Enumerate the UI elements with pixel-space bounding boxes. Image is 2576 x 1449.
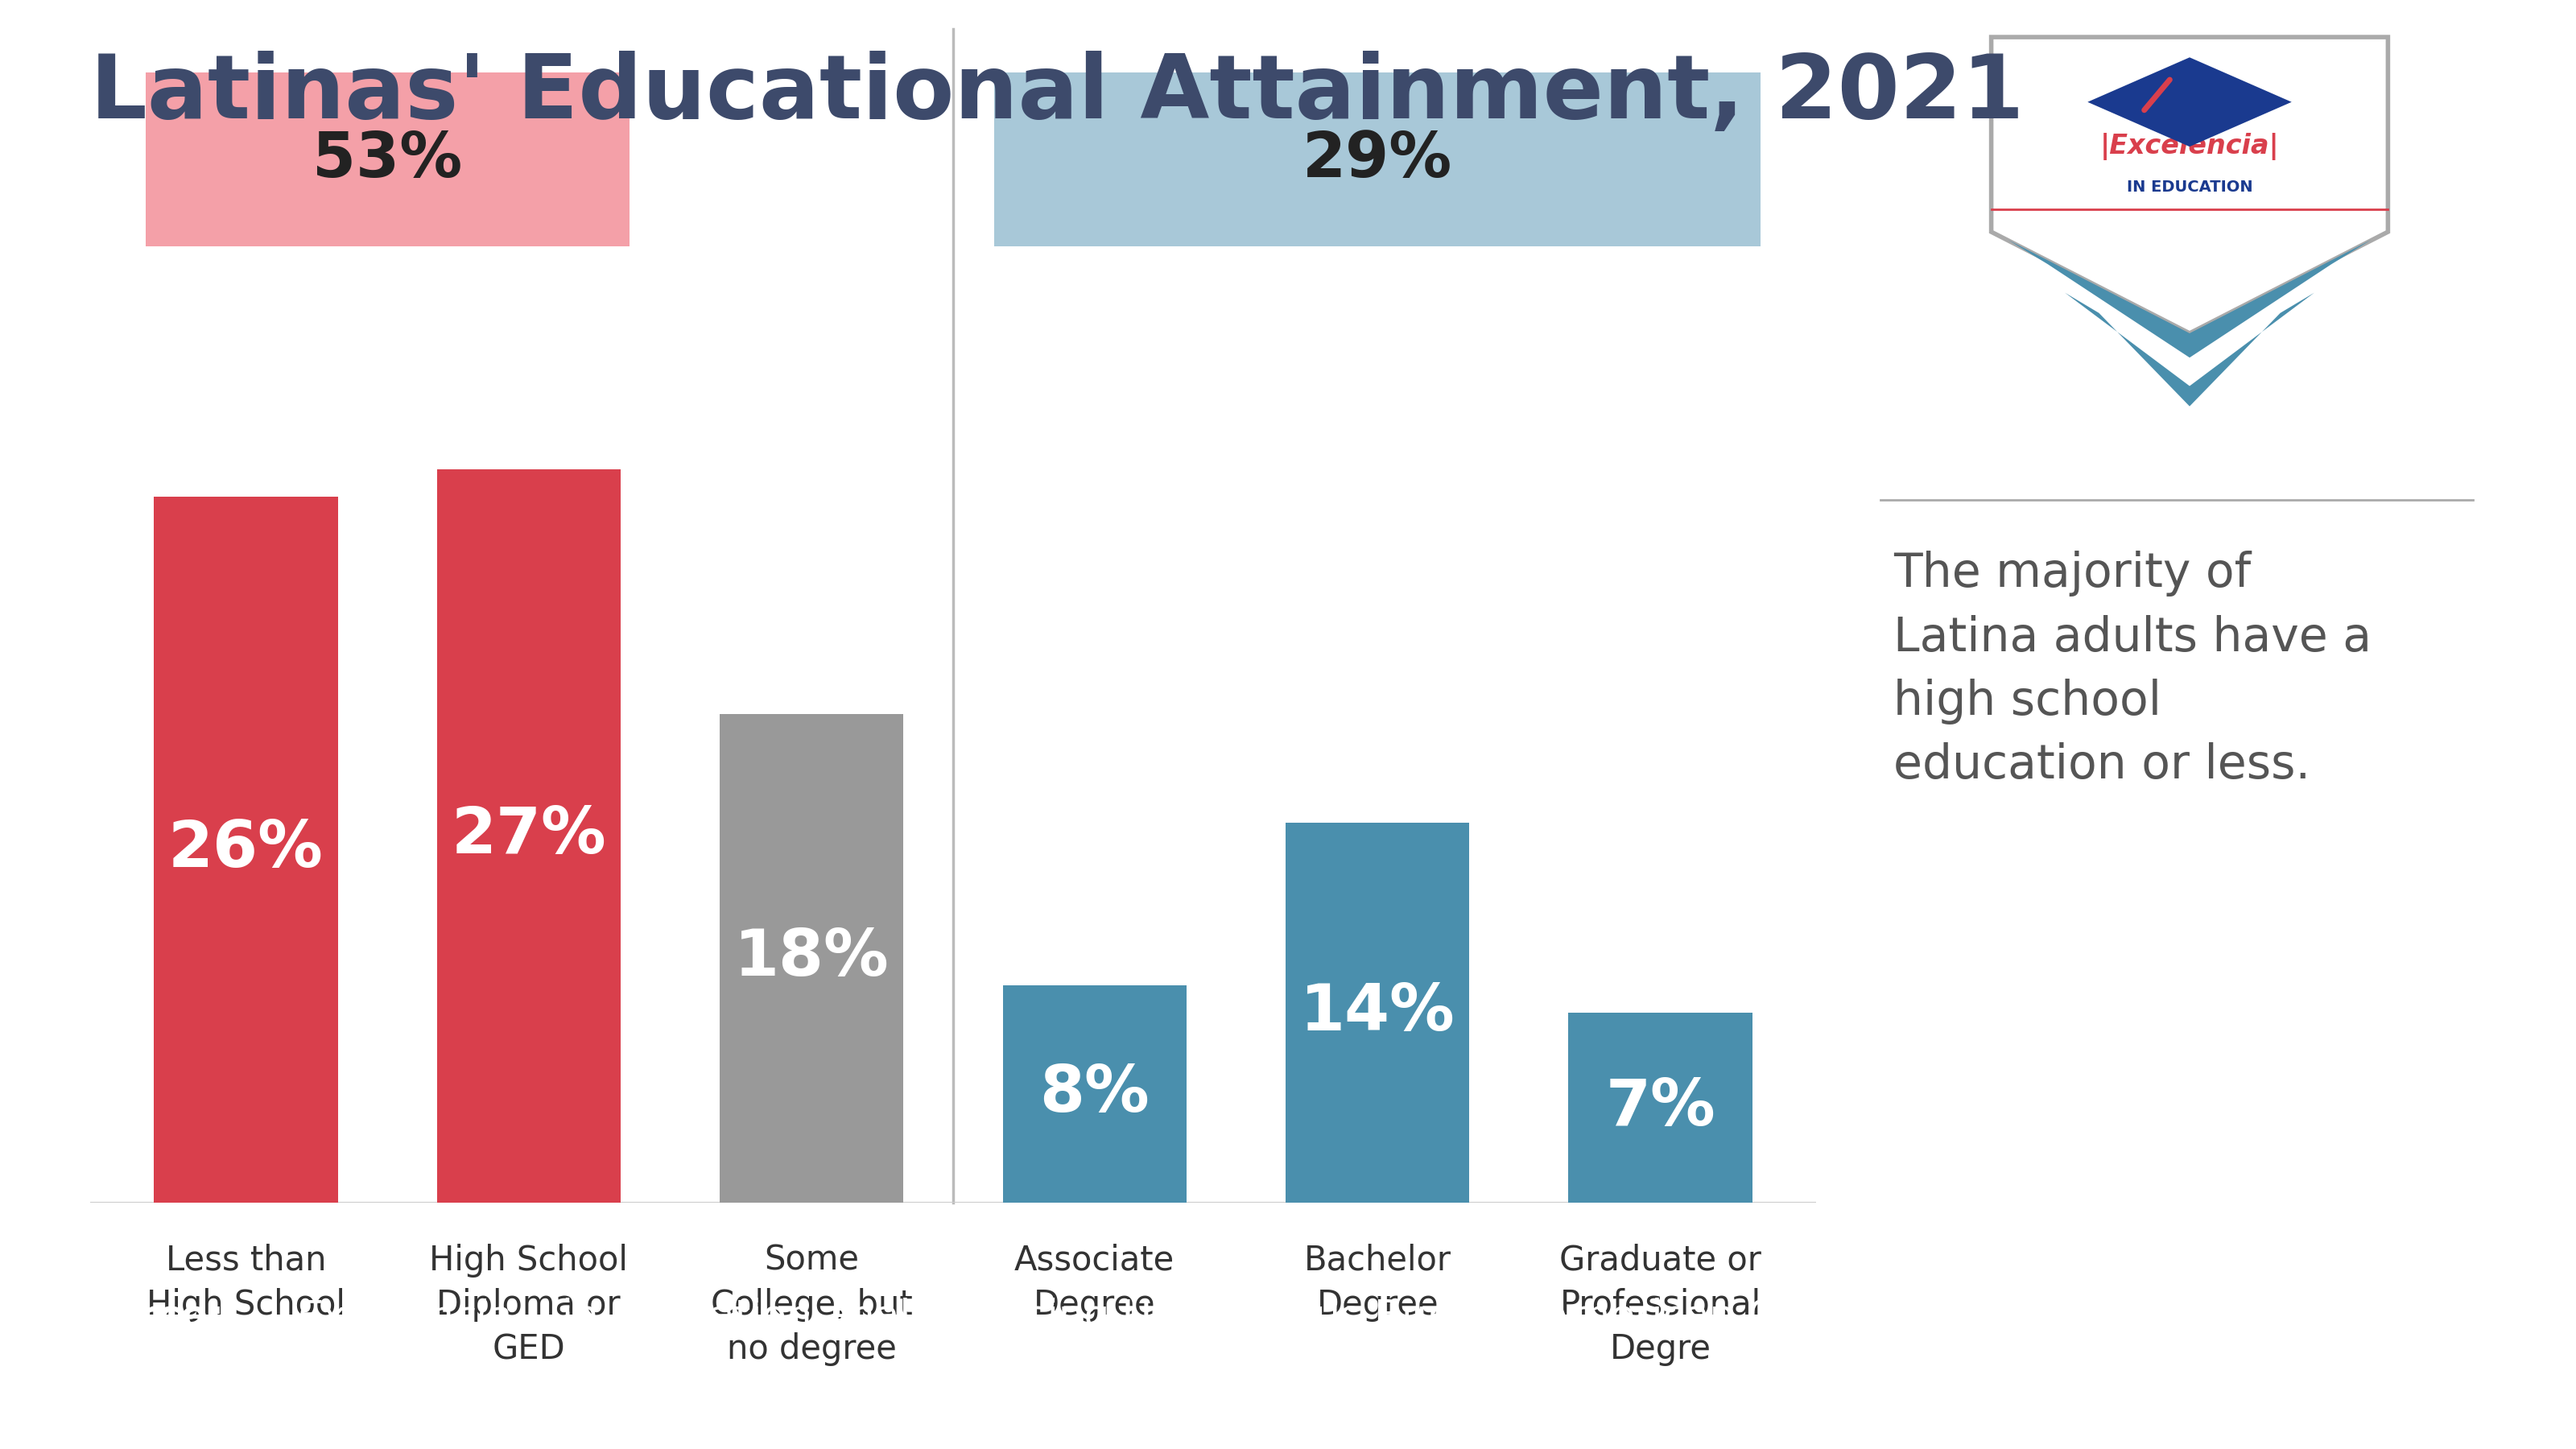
Text: |Excelencia|: |Excelencia| [2099, 133, 2280, 161]
Text: Some
College, but
no degree: Some College, but no degree [711, 1243, 912, 1366]
Polygon shape [2087, 58, 2293, 146]
Polygon shape [2053, 281, 2326, 394]
Text: The majority of
Latina adults have a
high school
education or less.: The majority of Latina adults have a hig… [1893, 551, 2372, 788]
FancyBboxPatch shape [994, 72, 1762, 246]
Text: in Education analysis using U.S. Census Bureau, American Community Survey,: in Education analysis using U.S. Census … [562, 1298, 2146, 1336]
Polygon shape [2066, 293, 2313, 406]
Text: 2021. Table 150021: Sex by Educational Attainment for the Population 25 years an: 2021. Table 150021: Sex by Educational A… [52, 1403, 1870, 1442]
Text: Graduate or
Professional
Degre: Graduate or Professional Degre [1558, 1243, 1762, 1366]
Text: 7%: 7% [1605, 1077, 1716, 1139]
Text: Excelencia: Excelencia [296, 1298, 513, 1336]
Bar [155, 496, 337, 1203]
Bar [1002, 985, 1188, 1203]
Bar [1285, 823, 1468, 1203]
FancyBboxPatch shape [144, 72, 629, 246]
Polygon shape [1991, 38, 2388, 333]
Text: 53%: 53% [312, 129, 461, 190]
Text: 8%: 8% [1041, 1062, 1149, 1126]
Text: 29%: 29% [1303, 129, 1453, 190]
Text: Latinas' Educational Attainment, 2021: Latinas' Educational Attainment, 2021 [90, 51, 2025, 136]
Text: 18%: 18% [734, 927, 889, 990]
Text: 14%: 14% [1301, 981, 1455, 1043]
Text: 27%: 27% [451, 804, 605, 868]
Text: Associate
Degree: Associate Degree [1015, 1243, 1175, 1321]
Text: Bachelor
Degree: Bachelor Degree [1303, 1243, 1450, 1321]
Bar [438, 469, 621, 1203]
Polygon shape [2009, 241, 2370, 358]
Text: 26%: 26% [167, 819, 325, 881]
Bar [1569, 1013, 1752, 1203]
Text: Source:: Source: [52, 1298, 224, 1336]
Bar [719, 714, 904, 1203]
Text: Less than
High School: Less than High School [147, 1243, 345, 1321]
Text: IN EDUCATION: IN EDUCATION [2128, 180, 2251, 194]
Text: High School
Diploma or
GED: High School Diploma or GED [430, 1243, 629, 1366]
